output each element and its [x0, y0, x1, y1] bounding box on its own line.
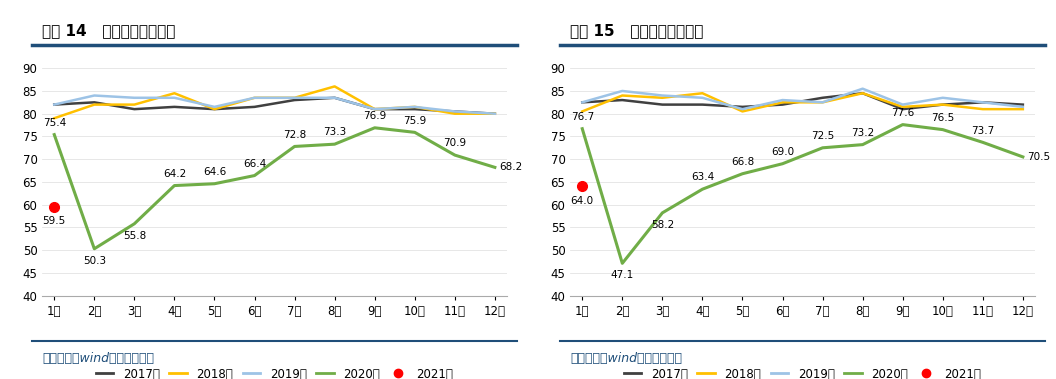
Text: 68.2: 68.2 — [498, 162, 522, 172]
Text: 资料来源：wind，华创证券。: 资料来源：wind，华创证券。 — [570, 352, 682, 365]
Text: 70.5: 70.5 — [1026, 152, 1050, 162]
Text: 64.0: 64.0 — [570, 196, 593, 205]
Text: 63.4: 63.4 — [691, 172, 714, 182]
Text: 76.7: 76.7 — [570, 112, 593, 122]
Text: 77.6: 77.6 — [891, 108, 914, 118]
Legend: 2017年, 2018年, 2019年, 2020年, 2021年: 2017年, 2018年, 2019年, 2020年, 2021年 — [91, 363, 458, 379]
Legend: 2017年, 2018年, 2019年, 2020年, 2021年: 2017年, 2018年, 2019年, 2020年, 2021年 — [619, 363, 986, 379]
Text: 66.8: 66.8 — [731, 157, 754, 167]
Text: 70.9: 70.9 — [444, 138, 467, 148]
Text: 66.4: 66.4 — [243, 159, 266, 169]
Text: 75.9: 75.9 — [403, 116, 427, 125]
Text: 73.2: 73.2 — [851, 128, 874, 138]
Text: 64.2: 64.2 — [163, 169, 186, 179]
Text: 58.2: 58.2 — [650, 220, 674, 230]
Text: 75.4: 75.4 — [42, 118, 65, 128]
Text: 69.0: 69.0 — [771, 147, 794, 157]
Text: 55.8: 55.8 — [122, 230, 146, 241]
Text: 73.3: 73.3 — [323, 127, 346, 137]
Text: 64.6: 64.6 — [203, 167, 226, 177]
Text: 50.3: 50.3 — [82, 255, 106, 266]
Text: 72.8: 72.8 — [283, 130, 306, 139]
Text: 76.9: 76.9 — [363, 111, 386, 121]
Text: 资料来源：wind，华创证券。: 资料来源：wind，华创证券。 — [42, 352, 154, 365]
Text: 图表 14   东方航空客座率。: 图表 14 东方航空客座率。 — [42, 23, 175, 38]
Text: 73.7: 73.7 — [972, 125, 995, 136]
Text: 47.1: 47.1 — [610, 270, 634, 280]
Text: 76.5: 76.5 — [931, 113, 955, 123]
Text: 59.5: 59.5 — [42, 216, 65, 226]
Text: 72.5: 72.5 — [811, 131, 834, 141]
Text: 图表 15   南方航空客座率。: 图表 15 南方航空客座率。 — [570, 23, 703, 38]
